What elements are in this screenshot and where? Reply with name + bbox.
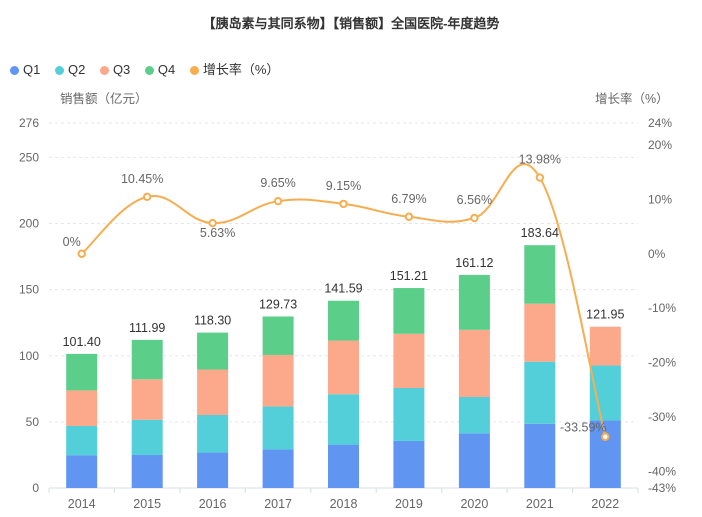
svg-text:9.15%: 9.15% <box>326 179 361 193</box>
svg-text:2016: 2016 <box>199 497 227 511</box>
svg-text:-30%: -30% <box>648 410 676 424</box>
svg-text:100: 100 <box>19 349 39 363</box>
svg-text:10%: 10% <box>648 192 672 206</box>
svg-text:9.65%: 9.65% <box>260 176 295 190</box>
svg-text:-40%: -40% <box>648 465 676 479</box>
svg-text:0: 0 <box>32 481 39 495</box>
svg-text:183.64: 183.64 <box>521 226 559 240</box>
svg-text:2017: 2017 <box>264 497 292 511</box>
svg-text:151.21: 151.21 <box>390 269 428 283</box>
svg-text:20%: 20% <box>648 138 672 152</box>
svg-text:2018: 2018 <box>330 497 358 511</box>
svg-text:121.95: 121.95 <box>586 308 624 322</box>
svg-text:24%: 24% <box>648 116 672 130</box>
svg-text:6.56%: 6.56% <box>457 193 492 207</box>
svg-text:-33.59%: -33.59% <box>560 421 607 435</box>
svg-text:200: 200 <box>19 217 39 231</box>
svg-text:-43%: -43% <box>648 481 676 495</box>
svg-text:2014: 2014 <box>68 497 96 511</box>
svg-text:101.40: 101.40 <box>63 335 101 349</box>
svg-text:-10%: -10% <box>648 301 676 315</box>
svg-text:2021: 2021 <box>526 497 554 511</box>
svg-text:0%: 0% <box>648 247 666 261</box>
svg-text:-20%: -20% <box>648 356 676 370</box>
svg-text:129.73: 129.73 <box>259 297 297 311</box>
svg-text:141.59: 141.59 <box>324 282 362 296</box>
svg-text:10.45%: 10.45% <box>121 172 163 186</box>
svg-text:13.98%: 13.98% <box>519 153 561 167</box>
svg-text:111.99: 111.99 <box>129 321 165 335</box>
svg-text:2015: 2015 <box>133 497 161 511</box>
svg-text:161.12: 161.12 <box>455 256 493 270</box>
svg-text:150: 150 <box>19 283 39 297</box>
svg-text:2020: 2020 <box>460 497 488 511</box>
svg-text:6.79%: 6.79% <box>391 192 426 206</box>
svg-text:2019: 2019 <box>395 497 423 511</box>
svg-text:250: 250 <box>19 150 39 164</box>
svg-text:5.63%: 5.63% <box>200 226 235 240</box>
svg-text:118.30: 118.30 <box>194 314 231 328</box>
svg-text:50: 50 <box>26 415 40 429</box>
svg-text:276: 276 <box>19 116 39 130</box>
svg-text:2022: 2022 <box>591 497 619 511</box>
svg-text:0%: 0% <box>63 235 81 249</box>
